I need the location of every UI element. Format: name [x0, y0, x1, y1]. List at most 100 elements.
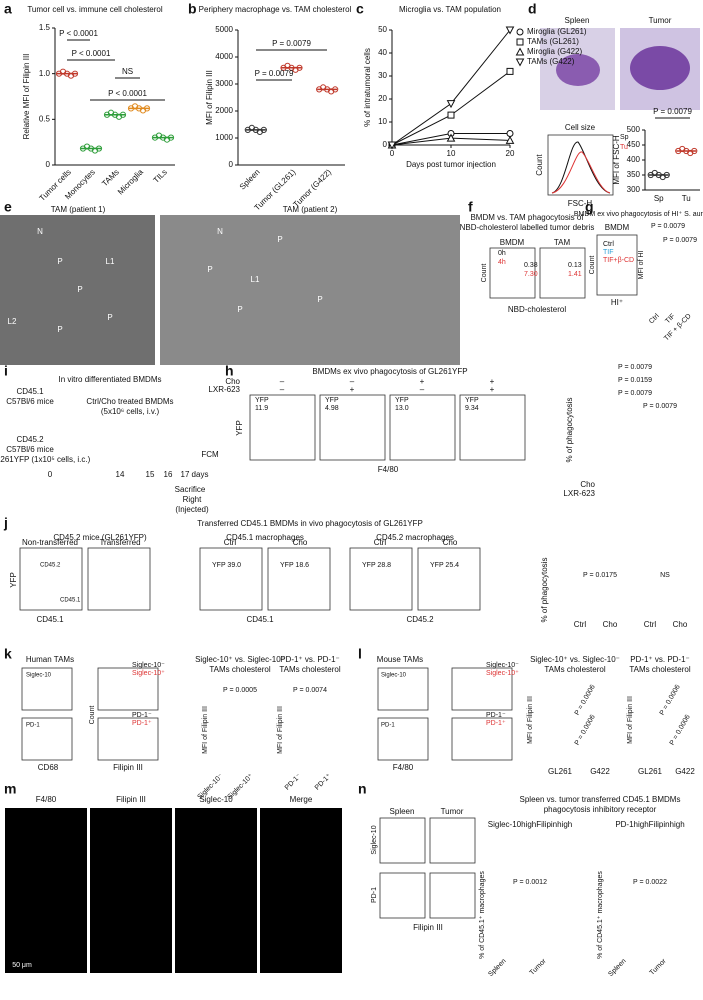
curve: [551, 141, 611, 194]
point: [506, 130, 514, 137]
panel-label: c: [356, 1, 364, 17]
text: Transferred: [99, 538, 140, 547]
text: P = 0.0006: [574, 714, 597, 747]
y-tick-label: 20: [378, 94, 387, 103]
text: Siglec-10: [381, 673, 407, 679]
hist-g: [596, 234, 638, 296]
text: TAMs cholesterol: [279, 665, 340, 674]
y-tick-label: 0: [229, 160, 234, 169]
text: –: [350, 377, 355, 386]
text: P: [277, 235, 282, 244]
text: Siglec-10⁻: [486, 662, 519, 669]
p-value: P = 0.0079: [272, 39, 311, 48]
text: –: [420, 385, 425, 394]
point: [505, 26, 515, 35]
text: Spleen: [487, 958, 507, 978]
text: Transferred CD45.1 BMDMs in vivo phagocy…: [197, 519, 423, 528]
text: P = 0.0175: [583, 572, 617, 579]
flow-h1: [249, 394, 316, 461]
text: Cho: [225, 377, 240, 386]
text: P = 0.0006: [659, 684, 682, 717]
flow-h4: [459, 394, 526, 461]
fluor-1: [5, 808, 87, 973]
text: Siglec-10⁺: [486, 670, 519, 677]
text: P: [237, 305, 242, 314]
hist-k2: [97, 717, 159, 761]
text: BMDM: [605, 223, 630, 232]
flow-k2: [21, 717, 73, 761]
legend-label: Miroglia (G422): [527, 47, 582, 56]
text: Right: [183, 495, 202, 504]
text: days: [192, 470, 209, 479]
point: [143, 105, 151, 112]
text: Filipin III: [413, 923, 443, 932]
text: F4/80: [36, 795, 57, 804]
text: 7.30: [524, 271, 538, 278]
text: Mouse TAMs: [377, 655, 423, 664]
text: P: [207, 265, 212, 274]
fluor-3: [175, 808, 257, 973]
y-tick-label: 450: [627, 140, 641, 149]
text: NS: [660, 572, 670, 579]
text: Sacrifice: [175, 485, 206, 494]
text: –: [280, 385, 285, 394]
point: [71, 70, 79, 77]
text: TAMs cholesterol: [209, 665, 270, 674]
text: P = 0.0159: [618, 377, 652, 384]
text: Spleen: [390, 807, 415, 816]
x-tick-label: 20: [506, 149, 515, 158]
text: Ctrl: [374, 538, 387, 547]
text: YFP 18.6: [280, 562, 309, 569]
text: P = 0.0006: [574, 684, 597, 717]
text: Siglec-10: [371, 825, 378, 854]
point: [296, 64, 303, 71]
text: Siglec-10: [26, 673, 52, 679]
x-tick-label: Tu: [682, 194, 691, 203]
flow-j4: [267, 547, 331, 611]
text: Human TAMs: [26, 655, 74, 664]
cells: [556, 54, 600, 86]
text: Merge: [290, 795, 313, 804]
text: F4/80: [378, 465, 399, 474]
point: [446, 133, 456, 142]
y-tick-label: 4000: [215, 52, 233, 61]
y-tick-label: 0.5: [39, 114, 51, 123]
text: CD45.1: [60, 598, 81, 604]
text: NBD-cholesterol: [508, 305, 566, 314]
panel-label: h: [225, 363, 234, 379]
text: 0h: [498, 250, 506, 257]
text: YFP 39.0: [212, 562, 241, 569]
x-axis-label: Days post tumor injection: [406, 160, 496, 169]
text: CD45.2: [16, 435, 44, 444]
text: CD45.2 mice (GL261YFP): [53, 533, 147, 542]
text: LXR-623: [563, 489, 595, 498]
y-axis-label: Relative MFI of Filipin III: [22, 54, 31, 140]
text: phagocytosis inhibitory receptor: [544, 805, 657, 814]
point: [691, 147, 698, 155]
text: Tumor: [649, 16, 672, 25]
fluor-2: [90, 808, 172, 973]
text: G422: [590, 767, 610, 776]
text: N: [37, 227, 43, 236]
text: P = 0.0012: [513, 879, 547, 886]
text: (Injected): [175, 505, 209, 514]
text: CD45.2 macrophages: [376, 533, 454, 542]
text: BMDM: [500, 238, 525, 247]
point: [387, 141, 397, 150]
text: Count: [89, 706, 96, 725]
text: Cho: [580, 480, 595, 489]
x-tick-label: TILs: [152, 168, 169, 185]
y-tick-label: 1.5: [39, 23, 51, 32]
text: Siglec-10highFilipinhigh: [488, 820, 573, 829]
curve: [551, 151, 611, 194]
x-tick-label: Tumor (G422): [291, 167, 333, 209]
text: FSC-H: [568, 199, 593, 208]
text: Tumor: [441, 807, 464, 816]
flow-k1: [21, 667, 73, 711]
panel-title: Periphery macrophage vs. TAM cholesterol: [199, 5, 352, 14]
text: +: [490, 385, 495, 394]
panel-label: d: [528, 1, 537, 17]
point: [506, 67, 514, 75]
text: P = 0.0005: [223, 687, 257, 694]
text: Ctrl: [648, 312, 661, 325]
